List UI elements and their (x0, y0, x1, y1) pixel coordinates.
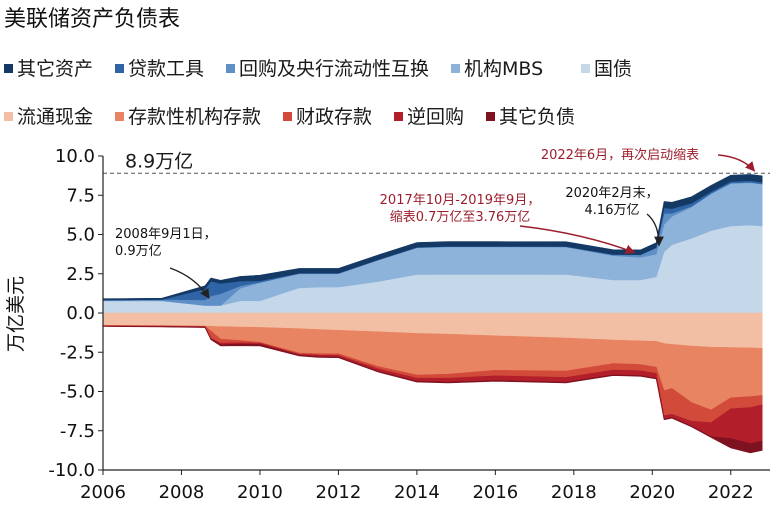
legend-label: 其它负债 (499, 106, 575, 128)
x-tick-label-1: 2008 (159, 482, 205, 503)
legend-swatch (283, 112, 292, 121)
y-axis-label: 万亿美元 (5, 276, 27, 352)
legend-item-liability-3: 逆回购 (394, 106, 464, 128)
legend-swatch (115, 64, 124, 73)
x-tick-label-2: 2010 (237, 482, 283, 503)
y-tick-label-6: -5.0 (60, 382, 95, 403)
asset-area-4 (102, 174, 763, 301)
x-tick-label-7: 2020 (629, 482, 675, 503)
annotation-0: 2008年9月1日， 0.9万亿 (115, 227, 217, 299)
legend-item-liability-1: 存款性机构存款 (115, 106, 261, 128)
legend-swatch (581, 64, 590, 73)
y-tick-label-5: -2.5 (60, 342, 95, 363)
y-tick-label-1: 7.5 (66, 185, 95, 206)
y-tick-label-3: 2.5 (66, 264, 95, 285)
legend-label: 存款性机构存款 (128, 106, 261, 128)
annotation-text: 4.16万亿 (585, 203, 640, 218)
annotation-arrow (717, 154, 756, 172)
legend-swatch (486, 112, 495, 121)
legend-swatch (4, 64, 13, 73)
annotation-text: 0.9万亿 (115, 244, 162, 259)
chart-title: 美联储资产负债表 (4, 7, 180, 32)
x-tick-label-6: 2018 (551, 482, 597, 503)
legend-item-liability-4: 其它负债 (486, 106, 575, 128)
liability-area-4 (102, 325, 763, 454)
legend-label: 流通现金 (17, 106, 93, 128)
legend-label: 机构MBS (464, 58, 543, 80)
x-tick-label-3: 2012 (316, 482, 362, 503)
axes: 8.9万亿10.07.55.02.50.0-2.5-5.0-7.5-10.020… (48, 146, 770, 503)
legend-item-asset-1: 贷款工具 (115, 58, 204, 80)
annotation-text: 2020年2月末， (565, 186, 658, 201)
x-tick-label-4: 2014 (394, 482, 440, 503)
annotation-text: 缩表0.7万亿至3.76万亿 (390, 209, 531, 225)
annotation-text: 2017年10月-2019年9月， (380, 193, 541, 208)
legend-item-asset-0: 其它资产 (4, 58, 93, 80)
legend-item-asset-3: 机构MBS (451, 58, 543, 80)
legend-swatch (394, 112, 403, 121)
annotations: 2008年9月1日， 0.9万亿 2017年10月-2019年9月，缩表0.7万亿至… (115, 147, 756, 299)
annotation-2: 2020年2月末， 4.16万亿 (565, 186, 664, 247)
legend-item-asset-2: 回购及央行流动性互换 (226, 58, 429, 80)
legend-swatch (226, 64, 235, 73)
y-tick-label-8: -10.0 (48, 460, 95, 481)
legend-item-liability-2: 财政存款 (283, 106, 372, 128)
legend-label: 其它资产 (17, 58, 93, 80)
legend-swatch (4, 112, 13, 121)
annotation-1: 2017年10月-2019年9月，缩表0.7万亿至3.76万亿 (380, 193, 636, 255)
annotation-arrow (169, 267, 210, 299)
y-tick-label-7: -7.5 (60, 421, 95, 442)
x-tick-label-8: 2022 (708, 482, 754, 503)
reference-line-label: 8.9万亿 (125, 150, 193, 172)
annotation-arrow (519, 225, 636, 255)
legend-label: 财政存款 (296, 106, 372, 128)
y-tick-label-2: 5.0 (66, 225, 95, 246)
legend-label: 回购及央行流动性互换 (239, 58, 429, 80)
legend-swatch (115, 112, 124, 121)
annotation-text: 2022年6月，再次启动缩表 (541, 147, 699, 163)
legend-label: 国债 (594, 58, 632, 80)
y-tick-label-4: 0.0 (66, 303, 95, 324)
legend-label: 贷款工具 (128, 58, 204, 80)
annotation-3: 2022年6月，再次启动缩表 (541, 147, 756, 172)
x-tick-label-0: 2006 (80, 482, 126, 503)
x-tick-label-5: 2016 (472, 482, 518, 503)
annotation-arrow (646, 213, 664, 247)
legend-swatch (451, 64, 460, 73)
legend-item-liability-0: 流通现金 (4, 106, 93, 128)
plot-area (102, 174, 763, 454)
annotation-text: 2008年9月1日， (115, 227, 217, 242)
y-tick-label-0: 10.0 (55, 146, 95, 167)
legend-label: 逆回购 (407, 106, 464, 128)
legend-item-asset-4: 国债 (581, 58, 632, 80)
